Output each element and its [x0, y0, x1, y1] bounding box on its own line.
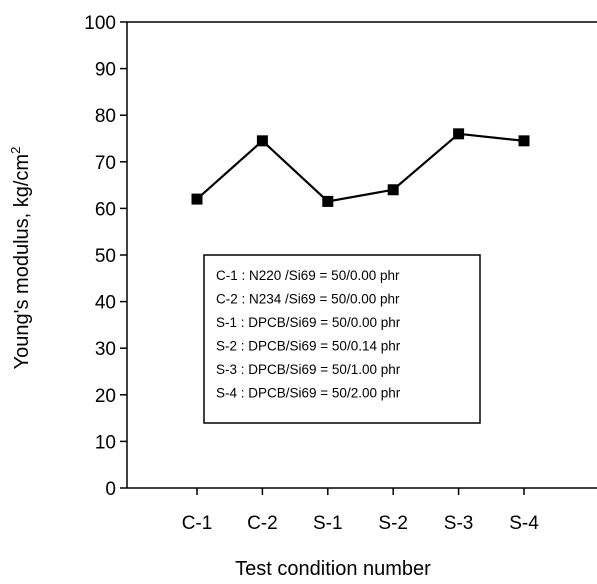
- x-axis: C-1 C-2 S-1 S-2 S-3 S-4: [182, 488, 539, 534]
- y-axis-title: Young's modulus, kg/cm2: [8, 147, 33, 370]
- data-point-marker: [453, 128, 465, 140]
- y-tick-label: 80: [95, 106, 116, 127]
- x-tick-label: S-2: [378, 513, 408, 534]
- legend-entry: S-1 : DPCB/Si69 = 50/0.00 phr: [216, 315, 401, 330]
- y-tick-label: 40: [95, 293, 116, 314]
- y-tick-label: 10: [95, 432, 116, 453]
- y-tick-label: 90: [95, 60, 116, 81]
- y-tick-label: 30: [95, 339, 116, 360]
- data-point-marker: [322, 195, 334, 207]
- y-tick-label: 50: [95, 246, 116, 267]
- legend: C-1 : N220 /Si69 = 50/0.00 phr C-2 : N234…: [203, 254, 481, 424]
- legend-entry: S-4 : DPCB/Si69 = 50/2.00 phr: [216, 386, 401, 401]
- legend-box: [203, 254, 481, 424]
- series-line: [196, 132, 525, 203]
- data-point-marker: [518, 135, 530, 147]
- data-point-marker: [256, 135, 268, 147]
- y-tick-label: 100: [84, 13, 116, 34]
- x-tick-label: C-2: [247, 513, 278, 534]
- x-tick-label: S-1: [313, 513, 343, 534]
- x-axis-title: Test condition number: [235, 558, 431, 580]
- y-axis-title-text: Young's modulus, kg/cm: [11, 154, 33, 369]
- data-point-marker: [387, 184, 399, 196]
- legend-entry: C-2 : N234 /Si69 = 50/0.00 phr: [216, 292, 400, 307]
- legend-entry: S-3 : DPCB/Si69 = 50/1.00 phr: [216, 362, 401, 377]
- legend-entry: C-1 : N220 /Si69 = 50/0.00 phr: [216, 268, 400, 283]
- x-tick-label: S-3: [444, 513, 474, 534]
- y-tick-label: 60: [95, 199, 116, 220]
- x-tick-label: C-1: [182, 513, 213, 534]
- x-tick-label: S-4: [509, 513, 539, 534]
- y-tick-label: 70: [95, 153, 116, 174]
- y-tick-label: 0: [105, 479, 116, 500]
- data-point-marker: [191, 193, 203, 205]
- legend-entry: S-2 : DPCB/Si69 = 50/0.14 phr: [216, 339, 401, 354]
- y-tick-label: 20: [95, 386, 116, 407]
- series-layer: [191, 128, 530, 207]
- y-axis: 0 10 20 30 40 50 60 70 80 90 100: [84, 13, 127, 500]
- y-axis-title-superscript: 2: [8, 147, 23, 154]
